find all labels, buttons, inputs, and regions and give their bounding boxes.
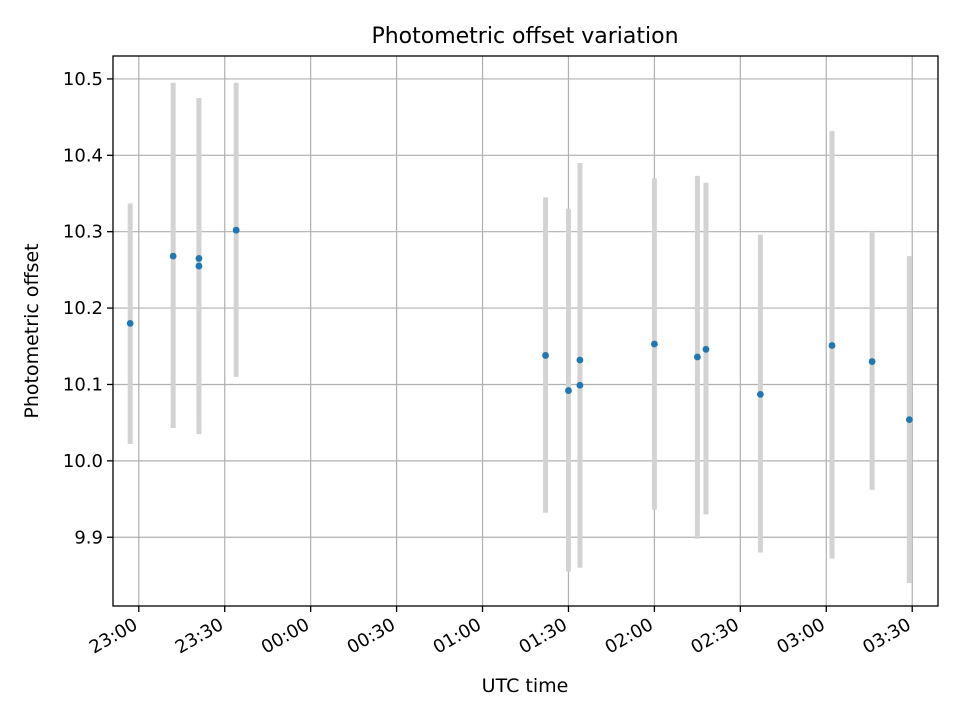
plot-frame: [112, 55, 939, 607]
data-point: [232, 226, 240, 234]
data-point: [565, 387, 572, 394]
x-axis-label: UTC time: [482, 675, 569, 697]
data-point: [195, 262, 203, 270]
data-point: [195, 255, 203, 262]
data-point: [542, 352, 549, 359]
data-point: [868, 358, 876, 365]
chart-title: Photometric offset variation: [371, 24, 678, 49]
data-point: [651, 340, 658, 348]
y-tick-label: 10.0: [63, 451, 103, 472]
y-tick-label: 9.9: [74, 527, 103, 548]
y-axis-label: Photometric offset: [21, 243, 43, 418]
data-point: [702, 345, 710, 353]
x-tick-label: 03:00: [773, 614, 828, 658]
y-tick-label: 10.5: [63, 69, 103, 90]
data-points: [126, 226, 913, 424]
data-point: [126, 319, 134, 327]
x-tick-label: 02:00: [601, 614, 656, 658]
data-point: [693, 353, 701, 361]
y-tick-label: 10.1: [63, 374, 103, 395]
data-point: [905, 416, 913, 424]
x-tick-label: 01:00: [430, 614, 485, 658]
y-tick-label: 10.2: [63, 298, 103, 319]
x-tick-label: 03:30: [859, 614, 914, 658]
x-tick-label: 01:30: [516, 614, 571, 658]
y-tick-label: 10.3: [63, 222, 103, 243]
axis-ticks: 23:00 23:30 00:00 00:30 01:00 01:30 02:00 02:30…: [63, 69, 915, 658]
data-point: [576, 356, 584, 364]
data-point: [828, 342, 836, 349]
x-tick-label: 23:00: [86, 614, 141, 658]
data-point: [756, 391, 764, 398]
x-tick-label: 00:00: [258, 614, 313, 658]
x-tick-label: 02:30: [687, 614, 742, 658]
x-tick-label: 23:30: [172, 614, 227, 658]
y-tick-label: 10.4: [63, 145, 103, 166]
x-tick-label: 00:30: [344, 614, 399, 658]
data-point: [169, 252, 177, 260]
error-bars: [127, 82, 912, 584]
data-point: [576, 381, 584, 389]
